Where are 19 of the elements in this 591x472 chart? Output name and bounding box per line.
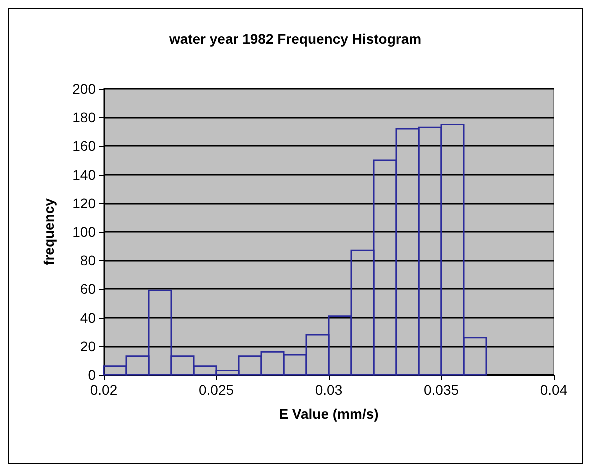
y-tick-label: 160 (72, 138, 96, 154)
y-tick-label: 80 (80, 252, 96, 269)
chart-title: water year 1982 Frequency Histogram (168, 31, 422, 47)
y-tick-label: 200 (72, 81, 96, 97)
y-tick-label: 20 (80, 338, 96, 354)
y-tick-label: 180 (72, 110, 96, 126)
y-tick-label: 0 (88, 367, 96, 383)
y-axis-title: frequency (41, 198, 57, 266)
y-tick-label: 140 (72, 166, 96, 183)
x-tick-label: 0.025 (198, 382, 234, 398)
x-tick-label: 0.04 (540, 382, 568, 398)
x-tick-label: 0.02 (90, 382, 118, 398)
y-tick-label: 120 (72, 195, 96, 212)
y-tick-label: 60 (80, 281, 96, 298)
x-tick-label: 0.035 (424, 382, 460, 398)
x-axis-title: E Value (mm/s) (279, 406, 379, 422)
y-tick-label: 100 (72, 224, 96, 240)
x-tick-label: 0.03 (315, 382, 343, 398)
y-tick-label: 40 (80, 310, 96, 326)
